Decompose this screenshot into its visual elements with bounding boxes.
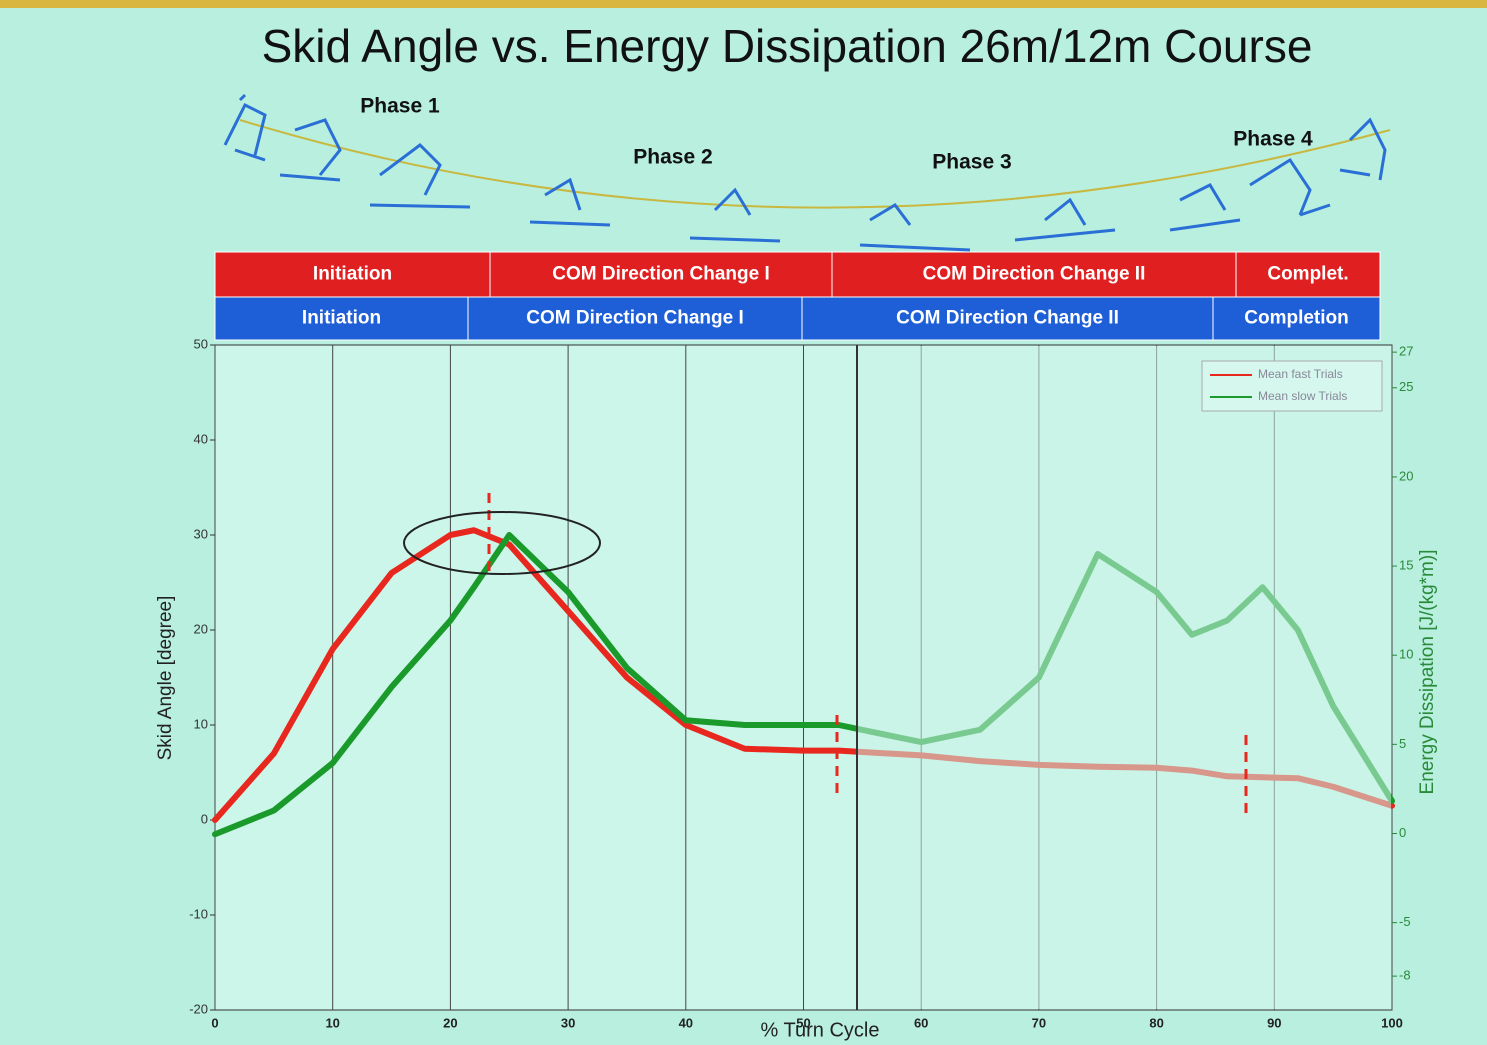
band-label: Initiation xyxy=(313,264,392,285)
phase-label: Phase 1 xyxy=(360,95,440,118)
y-tick-label: 50 xyxy=(194,336,208,351)
y2-tick-label: 5 xyxy=(1399,736,1406,751)
y2-tick-label: 10 xyxy=(1399,647,1413,662)
y-tick-label: 0 xyxy=(201,811,208,826)
y2-tick-label: -8 xyxy=(1399,968,1411,983)
band-label: Complet. xyxy=(1267,264,1348,285)
y-tick-label: -10 xyxy=(189,906,208,921)
y2-tick-label: 27 xyxy=(1399,344,1413,359)
x-tick-label: 30 xyxy=(561,1015,575,1030)
x-tick-label: 40 xyxy=(679,1015,693,1030)
y2-tick-label: -5 xyxy=(1399,914,1411,929)
y-tick-label: 30 xyxy=(194,526,208,541)
y-axis-label: Skid Angle [degree] xyxy=(155,596,176,761)
band-label: COM Direction Change II xyxy=(923,264,1146,285)
legend-label: Mean fast Trials xyxy=(1258,367,1343,381)
legend-label: Mean slow Trials xyxy=(1258,389,1347,403)
phase-label: Phase 2 xyxy=(633,146,712,169)
band-label: COM Direction Change II xyxy=(896,308,1119,329)
x-tick-label: 90 xyxy=(1267,1015,1281,1030)
x-tick-label: 10 xyxy=(325,1015,339,1030)
x-tick-label: 80 xyxy=(1149,1015,1163,1030)
y2-axis-label: Energy Dissipation [J/(kg*m)] xyxy=(1417,550,1438,795)
top-strip xyxy=(0,0,1487,8)
x-tick-label: 100 xyxy=(1381,1015,1403,1030)
page: Skid Angle vs. Energy Dissipation 26m/12… xyxy=(0,0,1487,1045)
band-label: Initiation xyxy=(302,308,381,329)
x-tick-label: 20 xyxy=(443,1015,457,1030)
y-tick-label: 10 xyxy=(194,716,208,731)
slide: Skid Angle vs. Energy Dissipation 26m/12… xyxy=(0,0,1487,1045)
y2-tick-label: 20 xyxy=(1399,468,1413,483)
x-axis-label: % Turn Cycle xyxy=(761,1019,880,1041)
y-tick-label: 40 xyxy=(194,431,208,446)
y-tick-label: -20 xyxy=(189,1001,208,1016)
phase-label: Phase 4 xyxy=(1233,128,1313,151)
y-tick-label: 20 xyxy=(194,621,208,636)
y2-tick-label: 25 xyxy=(1399,379,1413,394)
fade-overlay xyxy=(857,346,1391,1009)
x-tick-label: 0 xyxy=(211,1015,218,1030)
band-label: COM Direction Change I xyxy=(552,264,769,285)
band-label: COM Direction Change I xyxy=(526,308,743,329)
title: Skid Angle vs. Energy Dissipation 26m/12… xyxy=(262,20,1313,72)
x-tick-label: 60 xyxy=(914,1015,928,1030)
phase-label: Phase 3 xyxy=(932,151,1011,174)
y2-tick-label: 15 xyxy=(1399,558,1413,573)
y2-tick-label: 0 xyxy=(1399,825,1406,840)
band-label: Completion xyxy=(1244,308,1349,329)
x-tick-label: 70 xyxy=(1032,1015,1046,1030)
